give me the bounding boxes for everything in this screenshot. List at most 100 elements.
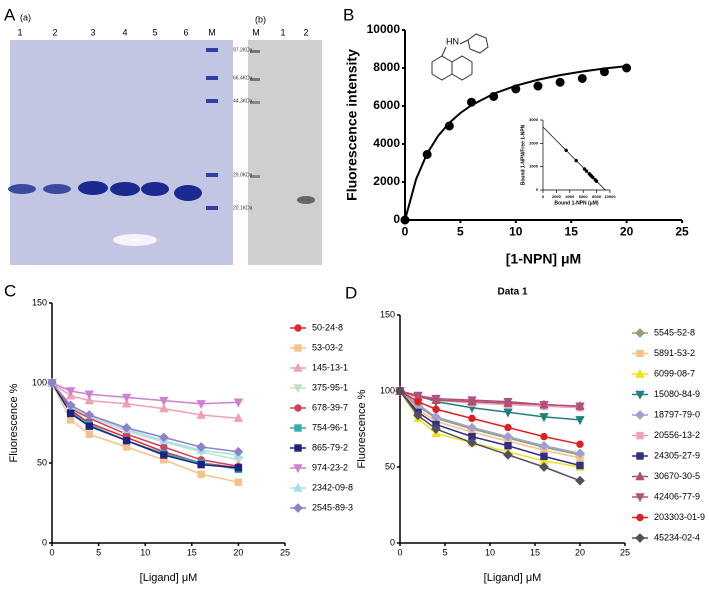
marker	[503, 431, 513, 442]
x-tick-label: 10	[485, 548, 495, 558]
marker-label: 66.4KDa	[233, 75, 253, 81]
lane-label: 3	[90, 27, 95, 37]
legend-label: 5545-52-8	[654, 327, 695, 337]
panel-label: A	[4, 5, 16, 24]
marker	[233, 412, 244, 422]
marker	[467, 422, 477, 433]
y-tick-label: 3000	[529, 117, 539, 122]
marker	[468, 414, 476, 423]
marker	[196, 409, 206, 419]
marker	[636, 349, 644, 358]
panel-labels: A B C D	[4, 5, 357, 302]
marker	[294, 424, 302, 432]
gel-b-background	[248, 40, 322, 265]
x-tick-label: 2000	[552, 194, 562, 199]
lane-label: 4	[122, 27, 127, 37]
x-tick-label: 15	[530, 548, 540, 558]
legend-label: 18797-79-0	[654, 409, 700, 419]
gel-labels: 1 2 3 4 5 6 M (a) (b) M 1 2	[17, 12, 308, 37]
legend-label: 50-24-8	[312, 322, 343, 332]
x-tick-label: 0	[542, 194, 545, 199]
lane-label: 5	[152, 27, 157, 37]
y-tick-label: 150	[380, 309, 395, 319]
y-tick-label: 50	[385, 461, 395, 471]
x-tick-label: 10	[509, 225, 523, 239]
marker	[413, 391, 423, 401]
y-tick-label: 1000	[529, 164, 539, 169]
panel-label: B	[343, 5, 354, 24]
y-axis-label: Fluorescence intensity	[344, 49, 360, 201]
marker	[575, 402, 585, 412]
marker	[555, 77, 565, 87]
marker	[533, 81, 543, 91]
x-tick-label: 5	[457, 225, 464, 239]
marker	[122, 443, 131, 451]
marker	[293, 464, 303, 474]
molecule-label: HN	[446, 36, 459, 46]
marker	[539, 440, 549, 451]
marker-label: 29.0KDa	[233, 172, 253, 178]
marker	[294, 444, 302, 452]
marker	[65, 387, 76, 397]
marker	[66, 409, 75, 418]
marker	[467, 437, 477, 448]
y-axis-label: Fluorescence %	[356, 389, 368, 468]
x-axis-label: [Ligand] μM	[484, 572, 542, 584]
x-tick-label: 25	[280, 548, 290, 558]
x-tick-label: 20	[575, 548, 585, 558]
marker	[121, 422, 132, 433]
x-tick-label: 5	[96, 548, 101, 558]
marker	[196, 400, 206, 410]
inset-background	[529, 114, 618, 206]
y-tick-label: 150	[32, 297, 47, 307]
ladder-band	[250, 50, 260, 53]
y-axis-label: Bound 1-NPN/Free 1-NPN	[520, 124, 526, 185]
marker	[539, 413, 549, 423]
marker	[635, 533, 645, 543]
legend-label: 42406-77-9	[654, 491, 700, 501]
legend-label: 5891-53-2	[654, 348, 695, 358]
x-tick-label: 10000	[604, 194, 616, 199]
band	[174, 185, 202, 201]
y-tick-label: 10000	[367, 22, 401, 36]
gel-label: (b)	[255, 14, 266, 24]
y-tick-label: 100	[32, 377, 47, 387]
x-axis-label: [1-NPN] μM	[506, 251, 581, 267]
ladder-band	[250, 175, 260, 178]
marker	[414, 397, 422, 406]
y-tick-label: 0	[536, 187, 539, 192]
marker	[413, 410, 423, 421]
marker	[503, 449, 513, 460]
x-tick-label: 0	[402, 225, 409, 239]
marker	[159, 403, 169, 413]
marker	[47, 378, 57, 388]
legend-label: 974-23-2	[312, 462, 348, 472]
lane-label: 1	[17, 27, 22, 37]
lane-label: 2	[52, 27, 57, 37]
marker-label: 97.2KDa	[233, 47, 253, 53]
marker	[635, 390, 645, 400]
marker	[85, 430, 93, 438]
marker	[122, 436, 131, 445]
gel-a-background	[10, 40, 233, 265]
x-tick-label: 15	[565, 225, 579, 239]
marker	[635, 328, 645, 338]
marker	[636, 452, 644, 460]
marker	[84, 395, 94, 405]
marker	[65, 400, 76, 411]
marker	[197, 460, 205, 469]
x-tick-label: 8000	[592, 194, 602, 199]
y-tick-label: 2000	[373, 174, 400, 188]
legend-label: 53-03-2	[312, 342, 343, 352]
chart: 0 50 100 150 0 5 10 15 20 25 Data 1 Fluorescence % […	[356, 287, 705, 584]
marker	[636, 431, 644, 440]
gel-b	[248, 40, 322, 265]
marker	[233, 398, 244, 408]
legend-label: 2342-09-8	[312, 482, 353, 492]
legend-label: 754-96-1	[312, 422, 348, 432]
marker	[159, 396, 169, 406]
band	[43, 184, 71, 194]
marker	[294, 344, 302, 352]
